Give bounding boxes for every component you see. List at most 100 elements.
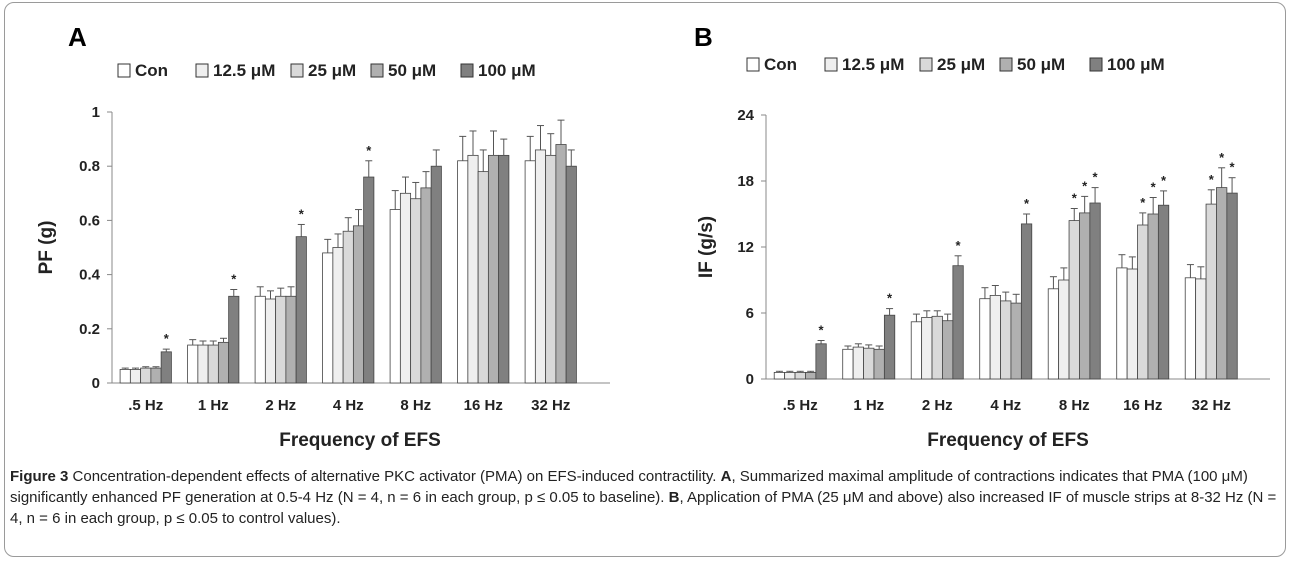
bar <box>342 230 354 384</box>
x-tick-label: 32 Hz <box>531 397 570 414</box>
significance-marker: * <box>231 272 237 287</box>
x-axis-title: Frequency of EFS <box>279 430 441 451</box>
x-tick-label: 16 Hz <box>464 397 503 414</box>
y-tick-label: 18 <box>737 173 754 190</box>
bar <box>773 371 786 380</box>
bar <box>1089 202 1101 380</box>
x-tick-label: 1 Hz <box>198 397 229 414</box>
bar <box>140 367 152 384</box>
y-tick-label: 6 <box>746 305 754 322</box>
significance-marker: * <box>1161 173 1167 188</box>
panel-label-b: B <box>694 22 713 52</box>
significance-marker: * <box>1082 178 1088 193</box>
significance-marker: * <box>1230 160 1236 175</box>
bar <box>389 209 401 384</box>
panel-label-a: A <box>68 22 87 52</box>
bar <box>498 154 510 384</box>
bar <box>467 154 479 384</box>
figure-frame <box>4 2 1286 557</box>
bar <box>264 298 277 384</box>
bar <box>254 295 266 384</box>
significance-marker: * <box>1151 180 1157 195</box>
legend-swatch <box>370 63 384 78</box>
bar <box>794 371 806 380</box>
y-tick-label: 1 <box>92 104 100 121</box>
legend-entry: 12.5 μM <box>842 55 904 74</box>
significance-marker: * <box>1140 195 1146 210</box>
chart-panel-a: A Con 12.5 μM 25 μM 50 μM 100 μM 0 0.2 0.4 0.6 0.8… <box>36 22 610 451</box>
significance-marker: * <box>164 331 170 346</box>
x-tick-label: 8 Hz <box>400 397 431 414</box>
bar <box>805 371 817 380</box>
significance-marker: * <box>299 206 305 221</box>
bar <box>285 295 297 384</box>
caption-a-label: A <box>720 468 732 485</box>
bar <box>410 198 422 384</box>
bar <box>1184 277 1197 380</box>
x-tick-label: 1 Hz <box>853 397 884 414</box>
bar <box>150 367 162 384</box>
legend-entry: 100 μM <box>478 61 536 80</box>
bar <box>565 165 577 384</box>
bar <box>295 236 307 384</box>
significance-marker: * <box>1072 191 1078 206</box>
bar <box>332 247 344 384</box>
x-tick-label: 16 Hz <box>1123 397 1162 414</box>
bar <box>942 320 954 380</box>
bar <box>1137 224 1149 380</box>
bar <box>1126 268 1138 380</box>
bar <box>815 343 827 380</box>
significance-marker: * <box>887 291 893 306</box>
bar <box>1157 204 1170 380</box>
legend-entry: 12.5 μM <box>213 61 275 80</box>
bar <box>784 371 796 380</box>
y-axis-title: PF (g) <box>36 221 57 275</box>
legend-entry: 50 μM <box>388 61 436 80</box>
x-tick-label: .5 Hz <box>128 397 163 414</box>
bar <box>979 298 991 380</box>
caption-a-text: , Summarized maximal amplitude of contra… <box>10 468 1248 506</box>
bar <box>952 265 964 380</box>
y-tick-label: 24 <box>737 107 754 124</box>
legend-swatch <box>1089 57 1103 72</box>
bar <box>524 160 536 384</box>
bar <box>1058 279 1070 380</box>
bar <box>1205 203 1217 380</box>
bar <box>352 225 365 384</box>
bar <box>921 316 933 380</box>
bar <box>534 149 547 384</box>
bar <box>457 160 469 384</box>
x-tick-label: 8 Hz <box>1059 397 1090 414</box>
bar <box>487 154 500 384</box>
significance-marker: * <box>819 323 825 338</box>
caption-intro: Concentration-dependent effects of alter… <box>68 468 721 485</box>
significance-marker: * <box>366 143 372 158</box>
significance-marker: * <box>1219 150 1225 165</box>
bar <box>399 192 412 384</box>
bar <box>1010 302 1022 380</box>
legend-swatch <box>824 57 838 72</box>
bar <box>910 321 923 380</box>
legend-entry: 25 μM <box>937 55 985 74</box>
bar <box>1116 267 1128 380</box>
bar <box>545 154 557 384</box>
bar <box>931 315 943 380</box>
bar <box>129 369 142 384</box>
legend-swatch <box>460 63 474 78</box>
bar <box>883 314 896 380</box>
legend-swatch <box>919 57 933 72</box>
bar <box>1147 213 1159 380</box>
bar <box>430 165 442 384</box>
legend-entry: Con <box>135 61 168 80</box>
bar <box>197 344 209 384</box>
legend-swatch <box>290 63 304 78</box>
legend-swatch <box>999 57 1013 72</box>
bar <box>477 171 489 384</box>
bar <box>852 346 864 380</box>
bar <box>1226 192 1238 380</box>
x-axis-title: Frequency of EFS <box>927 430 1089 451</box>
y-tick-label: 0 <box>92 375 100 392</box>
bar <box>187 344 199 384</box>
legend-entry: 50 μM <box>1017 55 1065 74</box>
caption-b-text: , Application of PMA (25 μM and above) a… <box>10 489 1277 527</box>
